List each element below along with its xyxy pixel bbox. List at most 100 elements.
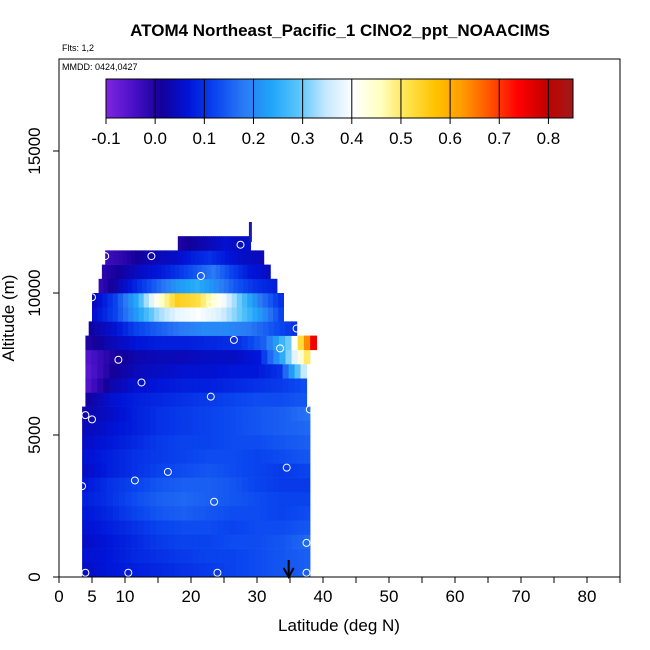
heatmap-cell xyxy=(119,449,126,464)
heatmap-cell xyxy=(272,335,280,351)
heatmap-cell xyxy=(279,349,287,365)
heatmap-cell xyxy=(165,250,171,265)
x-tick-label: 20 xyxy=(182,587,201,606)
heatmap-cell xyxy=(262,293,269,308)
heatmap-cell xyxy=(294,364,302,379)
heatmap-cell xyxy=(242,293,248,308)
heatmap-cell xyxy=(137,449,145,464)
heatmap-cell xyxy=(248,491,256,507)
heatmap-cell xyxy=(166,335,174,351)
heatmap-cell xyxy=(217,506,225,521)
heatmap-cell xyxy=(155,491,163,507)
heatmap-cell xyxy=(162,420,169,436)
heatmap-cell xyxy=(248,548,256,564)
heatmap-cell xyxy=(238,278,244,294)
heatmap-cell xyxy=(143,520,151,535)
heatmap-cell xyxy=(94,406,102,422)
heatmap-cell xyxy=(82,463,89,478)
heatmap-cell xyxy=(154,335,161,351)
heatmap-cell xyxy=(189,236,193,251)
heatmap-cell xyxy=(297,349,305,365)
heatmap-cell xyxy=(201,236,204,251)
heatmap-cell xyxy=(112,449,120,464)
heatmap-cell xyxy=(254,534,262,549)
heatmap-cell xyxy=(88,534,95,549)
heatmap-cell xyxy=(255,250,260,265)
heatmap-cell xyxy=(222,364,230,379)
heatmap-cell xyxy=(115,392,122,407)
heatmap-cell xyxy=(131,534,139,549)
heatmap-cell xyxy=(291,335,299,351)
heatmap-cell xyxy=(252,293,259,308)
heatmap-cell xyxy=(248,562,256,578)
heatmap-cell xyxy=(125,463,132,478)
heatmap-cell xyxy=(211,491,219,507)
heatmap-cell xyxy=(174,534,182,549)
heatmap-cell xyxy=(223,406,231,422)
heatmap-cell xyxy=(177,250,183,265)
heatmap-cell xyxy=(192,264,199,280)
heatmap-cell xyxy=(285,506,292,521)
heatmap-cell xyxy=(205,491,212,507)
heatmap-cell xyxy=(112,477,120,493)
heatmap-cell xyxy=(297,520,305,535)
heatmap-cell xyxy=(204,335,211,351)
heatmap-cell xyxy=(169,250,175,265)
heatmap-cell xyxy=(297,463,305,478)
heatmap-cell xyxy=(223,477,231,493)
heatmap-cell xyxy=(125,477,132,493)
heatmap-cell xyxy=(112,307,119,322)
heatmap-cell xyxy=(291,520,299,535)
heatmap-cell xyxy=(205,477,212,493)
heatmap-cell xyxy=(195,293,202,308)
heatmap-cell xyxy=(186,378,194,393)
heatmap-cell xyxy=(303,506,311,521)
x-tick-label: 10 xyxy=(116,587,135,606)
heatmap-cell xyxy=(236,293,243,308)
heatmap-cell xyxy=(143,506,151,521)
heatmap-cell xyxy=(179,335,186,351)
heatmap-cell xyxy=(169,378,176,393)
x-tick-label: 5 xyxy=(87,587,96,606)
heatmap-cell xyxy=(266,463,274,478)
heatmap-cell xyxy=(113,278,119,294)
heatmap-cell xyxy=(211,420,219,436)
heatmap-cell xyxy=(229,321,236,336)
heatmap-cell xyxy=(133,293,140,308)
colorbar-tick-label: 0.7 xyxy=(487,129,511,148)
heatmap-cell xyxy=(242,420,249,436)
heatmap-cell xyxy=(209,236,212,251)
colorbar-tick-label: -0.1 xyxy=(91,129,120,148)
heatmap-cell xyxy=(183,236,187,251)
heatmap-cell xyxy=(88,321,95,336)
heatmap-cell xyxy=(235,491,243,507)
heatmap-cell xyxy=(205,548,212,564)
heatmap-cell xyxy=(260,435,268,450)
heatmap-cell xyxy=(237,250,243,265)
heatmap-cell xyxy=(117,293,124,308)
heatmap-cell xyxy=(186,562,194,578)
heatmap-cell xyxy=(210,335,218,351)
heatmap-cell xyxy=(186,520,194,535)
heatmap-cell xyxy=(162,562,169,578)
heatmap-cell xyxy=(182,349,190,365)
heatmap-cell xyxy=(164,307,171,322)
heatmap-cell xyxy=(297,449,305,464)
heatmap-cell xyxy=(146,278,153,294)
heatmap-cell xyxy=(209,278,215,294)
heatmap-cell xyxy=(97,335,105,351)
heatmap-cell xyxy=(205,534,212,549)
colorbar-tick-label: 0.2 xyxy=(242,129,266,148)
heatmap-cell xyxy=(119,477,126,493)
heatmap-cell xyxy=(117,307,124,322)
heatmap-cell xyxy=(222,335,230,351)
heatmap-cell xyxy=(94,463,102,478)
heatmap-cell xyxy=(100,506,108,521)
heatmap-cell xyxy=(175,378,182,393)
heatmap-cell xyxy=(157,392,164,407)
heatmap-cell xyxy=(231,307,238,322)
heatmap-cell xyxy=(252,364,260,379)
heatmap-cell xyxy=(291,548,299,564)
heatmap-cell xyxy=(217,449,225,464)
